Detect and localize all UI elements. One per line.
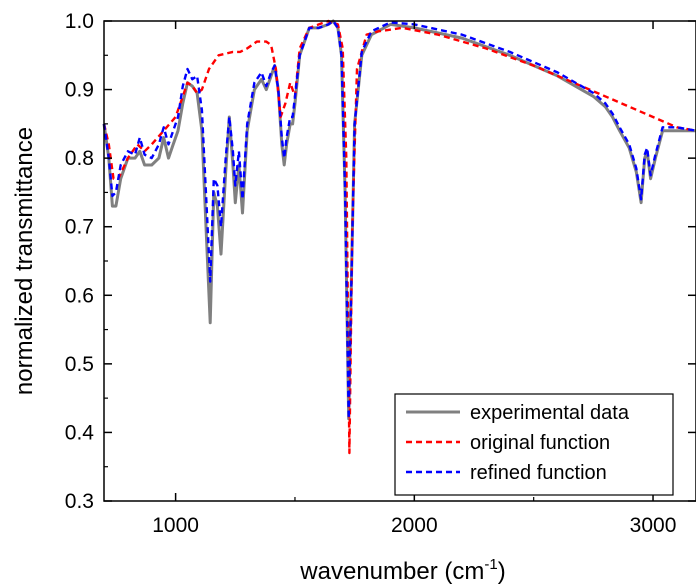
series-line-2 xyxy=(102,19,696,420)
series-lines xyxy=(102,19,696,455)
y-tick-label: 0.6 xyxy=(65,284,94,307)
legend-label-0: experimental data xyxy=(470,402,630,424)
y-tick-label: 0.7 xyxy=(65,216,94,239)
y-axis-title: normalized transmittance xyxy=(11,127,38,395)
y-tick-label: 1.0 xyxy=(65,10,94,33)
legend: experimental data original function refine… xyxy=(394,393,674,496)
axis-ticks xyxy=(104,20,696,502)
y-tick-label: 0.5 xyxy=(65,353,94,376)
y-tick-label: 0.3 xyxy=(65,490,94,513)
y-tick-label: 0.9 xyxy=(65,79,94,102)
legend-label-2: refined function xyxy=(470,462,607,484)
y-tick-label: 0.8 xyxy=(65,147,94,170)
series-line-0 xyxy=(102,19,696,421)
x-tick-label: 1000 xyxy=(152,514,199,537)
legend-label-1: original function xyxy=(470,432,610,454)
y-tick-label: 0.4 xyxy=(65,421,95,444)
x-tick-label: 2000 xyxy=(391,514,438,537)
x-axis-title: wavenumber (cm-1) xyxy=(299,556,505,585)
series-line-1 xyxy=(102,19,696,455)
x-tick-label: 3000 xyxy=(630,514,677,537)
tick-labels: 1000 2000 3000 0.3 0.4 0.5 0.6 0.7 0.8 0.9 1.0 xyxy=(65,10,677,537)
